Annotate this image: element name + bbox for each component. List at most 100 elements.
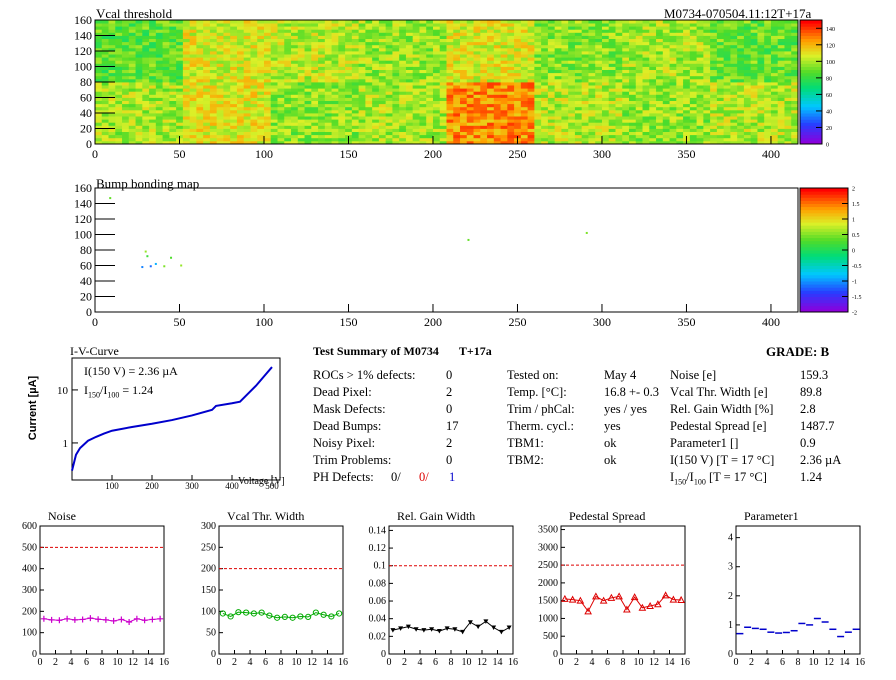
map1-cell	[169, 125, 177, 129]
map1-cell	[480, 131, 488, 136]
map1-cell	[710, 78, 718, 83]
map1-cell	[203, 60, 211, 64]
map1-cell	[304, 51, 312, 55]
map1-cell	[345, 88, 353, 92]
map1-cell	[277, 128, 285, 132]
map1-cell	[710, 32, 718, 36]
map1-cell	[257, 20, 265, 24]
map1-cell	[324, 82, 332, 86]
map1-cell	[723, 20, 731, 24]
map1-cell	[466, 131, 474, 136]
map1-cell	[230, 119, 238, 123]
map1-cell	[365, 57, 373, 61]
map1-cell	[662, 20, 670, 24]
map1-cell	[669, 140, 677, 145]
map1-cell	[392, 72, 400, 77]
map1-cell	[770, 32, 779, 36]
map1-cell	[304, 88, 312, 92]
plot-xtick-label: 6	[84, 657, 89, 668]
map1-cell	[757, 106, 765, 111]
map1-cell	[419, 51, 427, 55]
map1-cell	[588, 23, 596, 27]
map1-cell	[101, 69, 109, 74]
map1-cell	[95, 32, 103, 36]
map1-cell	[149, 32, 157, 36]
map1-cell	[243, 113, 251, 117]
map1-cell	[703, 91, 711, 95]
map1-cell	[493, 72, 501, 77]
map1-cell	[243, 106, 251, 111]
map1-cell	[460, 131, 468, 136]
map1-cell	[176, 103, 184, 108]
map1-cell	[649, 63, 657, 67]
map1-cell	[122, 32, 130, 36]
map1-cell	[291, 35, 299, 39]
plot-marker	[607, 593, 616, 601]
map1-cell	[662, 75, 670, 80]
map1-cell	[453, 44, 461, 49]
map1-cell	[209, 54, 218, 58]
map1-cell	[601, 140, 610, 145]
map1-cell	[351, 113, 360, 117]
map1-cell	[189, 72, 197, 77]
map1-cell	[791, 75, 799, 80]
map1-cell	[669, 78, 677, 83]
map1-cell	[412, 85, 420, 89]
map1-cell	[203, 91, 211, 95]
map1-cell	[358, 100, 366, 105]
map1-cell	[257, 116, 265, 120]
map1-cell	[487, 78, 495, 83]
map1-cell	[460, 113, 468, 117]
map1-cell	[365, 122, 373, 126]
map1-cell	[297, 100, 305, 105]
map1-cell	[595, 57, 603, 61]
map1-cell	[547, 116, 556, 120]
map1-cell	[595, 20, 603, 24]
map1-cell	[378, 82, 387, 86]
map1-cell	[257, 125, 265, 129]
map1-cell	[311, 66, 319, 70]
map1-cell	[520, 113, 529, 117]
map1-colorbar-cell	[800, 54, 822, 58]
map1-cell	[331, 103, 339, 108]
map1-cell	[385, 51, 393, 55]
map1-cell	[770, 60, 779, 64]
map1-cell	[750, 91, 758, 95]
map1-cell	[318, 51, 326, 55]
map1-cell	[378, 100, 387, 105]
map1-cell	[520, 116, 529, 120]
map1-cell	[243, 20, 251, 24]
map1-cell	[460, 26, 468, 30]
map1-cell	[635, 88, 643, 92]
map1-cell	[250, 35, 258, 39]
map1-cell	[318, 23, 326, 27]
map1-cell	[750, 113, 758, 117]
map1-cell	[446, 78, 454, 83]
grade-label: GRADE: B	[766, 344, 830, 359]
map1-cell	[169, 29, 177, 33]
map1-cell	[351, 106, 360, 111]
map1-xtick-label: 200	[424, 147, 442, 161]
map1-cell	[304, 119, 312, 123]
map1-cell	[115, 51, 123, 55]
map1-cell	[318, 103, 326, 108]
map1-cell	[696, 119, 704, 123]
map1-cell	[216, 72, 224, 77]
map1-cell	[209, 82, 218, 86]
plot-title: Vcal Thr. Width	[227, 509, 304, 523]
map1-cell	[95, 75, 103, 80]
map1-cell	[311, 47, 319, 52]
map1-cell	[764, 131, 772, 136]
map1-cell	[358, 51, 366, 55]
map1-cell	[689, 54, 698, 58]
map1-cell	[527, 122, 535, 126]
map1-cell	[122, 54, 130, 58]
map1-cell	[297, 75, 305, 80]
map1-cell	[284, 41, 292, 46]
map1-cell	[122, 91, 130, 95]
map1-cell	[223, 75, 231, 80]
plot-marker	[506, 625, 512, 631]
map1-cell	[230, 91, 238, 95]
map1-colorbar-cell	[800, 128, 822, 133]
